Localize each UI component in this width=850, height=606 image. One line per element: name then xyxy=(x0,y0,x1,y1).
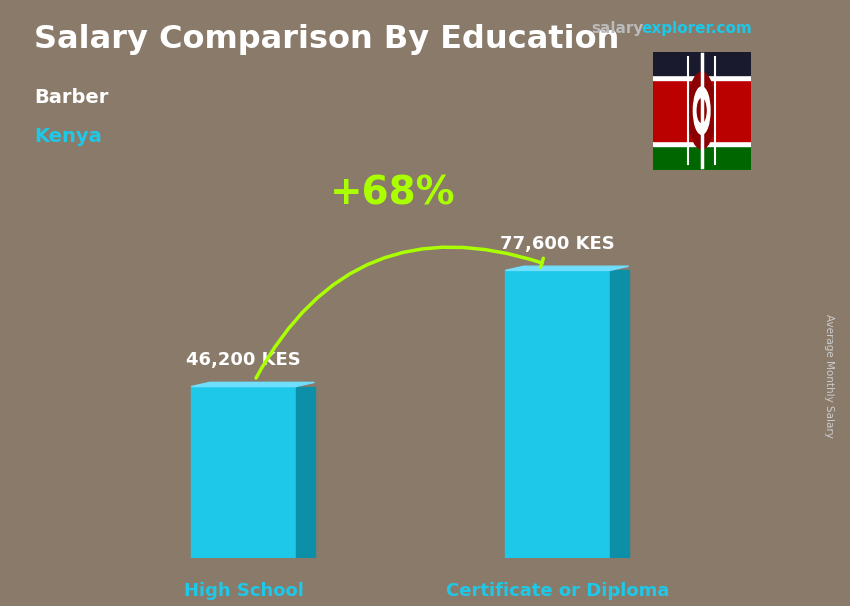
Bar xyxy=(191,387,296,558)
Text: 77,600 KES: 77,600 KES xyxy=(500,235,615,253)
Ellipse shape xyxy=(688,72,716,149)
Bar xyxy=(653,81,751,141)
Polygon shape xyxy=(191,382,314,387)
Text: +68%: +68% xyxy=(331,174,456,212)
Text: Barber: Barber xyxy=(34,88,109,107)
Ellipse shape xyxy=(694,87,710,135)
Polygon shape xyxy=(610,270,629,558)
Polygon shape xyxy=(505,266,629,270)
Text: explorer.com: explorer.com xyxy=(642,21,752,36)
Text: 46,200 KES: 46,200 KES xyxy=(186,351,301,369)
Bar xyxy=(653,141,751,146)
Text: High School: High School xyxy=(184,582,303,600)
Text: Certificate or Diploma: Certificate or Diploma xyxy=(446,582,669,600)
Ellipse shape xyxy=(697,99,706,122)
Bar xyxy=(653,52,751,75)
Bar xyxy=(653,75,751,81)
Text: salary: salary xyxy=(591,21,643,36)
Text: Salary Comparison By Education: Salary Comparison By Education xyxy=(34,24,620,55)
Text: Kenya: Kenya xyxy=(34,127,102,146)
Polygon shape xyxy=(296,387,314,558)
Bar xyxy=(505,270,610,558)
Bar xyxy=(653,146,751,170)
Text: Average Monthly Salary: Average Monthly Salary xyxy=(824,314,834,438)
